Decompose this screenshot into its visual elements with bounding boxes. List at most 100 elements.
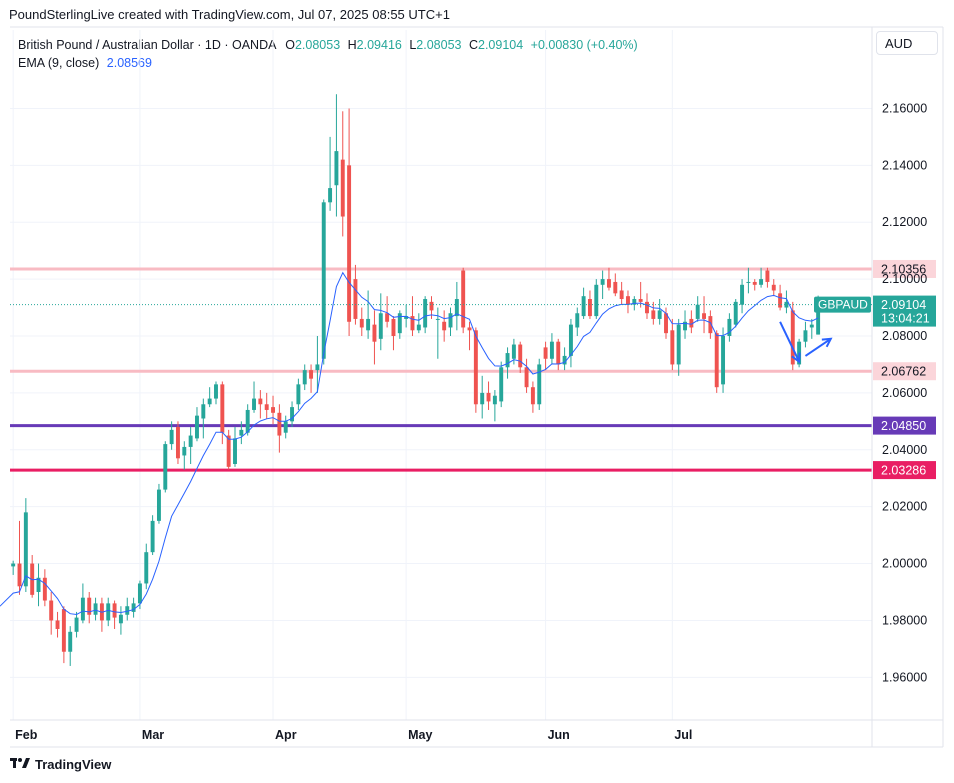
level-price-label: 2.10356 [881, 262, 926, 276]
low-value: 2.08053 [416, 38, 462, 52]
candle-body [68, 631, 73, 652]
y-tick-label: 2.04000 [882, 443, 927, 457]
candle-body [296, 384, 301, 405]
tradingview-footer: TradingView [10, 757, 111, 772]
candle-body [689, 318, 694, 328]
y-tick-label: 2.10000 [882, 272, 927, 286]
candle-body [378, 313, 383, 339]
y-tick-label: 1.96000 [882, 670, 927, 684]
candle-body [283, 421, 288, 433]
close-value: 2.09104 [478, 38, 524, 52]
candle-body [626, 296, 630, 305]
candle-body [645, 301, 649, 314]
annotation-arrow-head [821, 337, 833, 348]
candle-body [556, 341, 561, 365]
candle-body [771, 284, 776, 291]
candle-body [334, 151, 339, 186]
candle-body [562, 355, 567, 365]
candle-body [632, 299, 637, 305]
high-value: 2.09416 [356, 38, 402, 52]
candle-body [594, 284, 599, 317]
last-price-label-bg [873, 295, 936, 327]
drawing-annotations [779, 321, 833, 364]
candle-body [233, 438, 237, 464]
candle-body [150, 520, 155, 553]
candle-body [492, 395, 497, 405]
candle-body [759, 279, 764, 285]
candle-body [264, 404, 269, 410]
candle-body [619, 290, 624, 300]
candle-body [328, 188, 333, 203]
y-tick-label: 2.16000 [882, 101, 927, 115]
candle-body [613, 281, 618, 294]
level-price-label-bg [873, 259, 936, 278]
symbol-tag-bg [814, 296, 871, 313]
candle-body [638, 299, 643, 302]
annotation-arrow-head [791, 352, 801, 364]
candle-body [695, 304, 700, 319]
candle-body [499, 367, 504, 402]
candle-body [302, 370, 307, 385]
candle-body [385, 313, 390, 322]
candle-body [55, 620, 60, 629]
candle-body [740, 284, 745, 305]
candle-body [683, 321, 687, 331]
candle-body [49, 600, 54, 621]
candle-body [670, 330, 675, 365]
candle-body [214, 384, 218, 399]
symbol-tag: GBPAUD [818, 298, 868, 312]
candle-body [271, 407, 276, 413]
candle-body [118, 614, 123, 624]
candle-body [790, 310, 795, 365]
candle-body [195, 415, 199, 439]
candle-body [131, 603, 136, 612]
y-tick-label: 2.06000 [882, 386, 927, 400]
candle-body [347, 165, 352, 322]
candle-body [220, 384, 225, 433]
currency-button[interactable]: AUD [876, 31, 938, 55]
annotation-arrow-line [804, 338, 832, 357]
candle-body [765, 270, 770, 282]
candle-body [188, 435, 193, 447]
candle-body [448, 313, 453, 328]
candle-body [42, 577, 47, 601]
countdown-label: 13:04:21 [881, 312, 930, 326]
level-price-label-bg [873, 461, 936, 480]
y-tick-label: 2.08000 [882, 329, 927, 343]
chart-axes: 1.96000 1.98000 2.00000 2.02000 2.04000 2.060… [10, 26, 944, 748]
level-price-label: 2.06762 [881, 365, 926, 379]
high-label: H [347, 38, 357, 52]
candle-body [93, 603, 98, 615]
candle-body [708, 316, 713, 334]
tradingview-brand: TradingView [35, 757, 112, 772]
candle-body [226, 435, 231, 467]
candle-body [600, 279, 605, 285]
open-label: O [285, 38, 295, 52]
y-tick-label: 1.98000 [882, 613, 927, 627]
tradingview-logo-icon [10, 757, 30, 772]
level-price-label-bg [873, 362, 936, 381]
candle-body [169, 429, 174, 445]
candle-body [746, 281, 751, 283]
candle-body [156, 489, 161, 521]
symbol-description[interactable]: British Pound / Australian Dollar · 1D ·… [18, 38, 276, 52]
candle-body [423, 299, 428, 328]
candle-body [245, 409, 250, 433]
candle-body [524, 367, 529, 388]
candle-body [372, 324, 377, 342]
candle-body [733, 301, 738, 325]
legend-ema-row[interactable]: EMA (9, close) 2.08569 [18, 54, 638, 72]
candle-body [752, 281, 757, 285]
candle-body [803, 330, 808, 342]
candle-body [391, 318, 396, 336]
candle-body [359, 318, 364, 328]
candle-body [657, 310, 662, 319]
candle-body [163, 444, 168, 490]
ema-line [0, 271, 819, 616]
candle-body [182, 446, 187, 456]
candle-body [505, 353, 510, 368]
candle-body [11, 563, 16, 567]
candle-body [201, 404, 206, 419]
candle-body [397, 313, 402, 334]
